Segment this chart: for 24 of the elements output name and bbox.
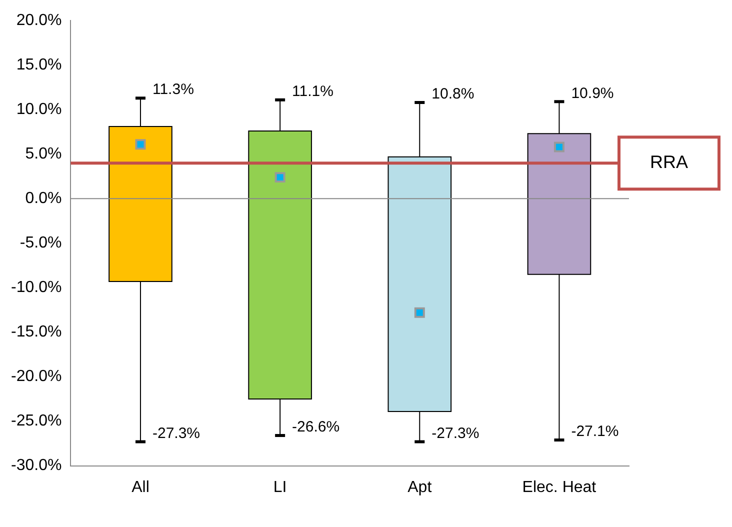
y-tick-label: 10.0%	[16, 101, 62, 118]
annotation: -27.3%	[152, 424, 200, 442]
annotation: -27.3%	[432, 424, 480, 442]
y-tick-label: -30.0%	[10, 457, 62, 474]
x-tick-label: All	[132, 478, 150, 496]
annotation: -26.6%	[292, 418, 340, 436]
annotation: 11.3%	[152, 81, 194, 98]
y-tick-label: -5.0%	[20, 234, 62, 252]
x-tick-label: Apt	[408, 478, 432, 496]
annotation: 11.1%	[292, 82, 334, 100]
annotation: 10.9%	[571, 84, 614, 102]
y-tick-label: -10.0%	[10, 279, 62, 296]
ref-line-label: RRA	[650, 152, 688, 172]
y-tick-label: 0.0%	[25, 190, 62, 208]
y-tick-label: 5.0%	[25, 146, 62, 163]
x-tick-label: LI	[273, 478, 287, 496]
y-tick-label: -25.0%	[10, 412, 62, 430]
x-tick-label: Elec. Heat	[522, 478, 597, 496]
y-tick-label: -15.0%	[10, 324, 62, 341]
y-tick-label: 15.0%	[16, 56, 62, 74]
annotation: -27.1%	[571, 423, 619, 440]
y-tick-label: -20.0%	[10, 368, 62, 386]
annotation: 10.8%	[432, 86, 474, 103]
y-tick-label: 20.0%	[16, 12, 62, 30]
